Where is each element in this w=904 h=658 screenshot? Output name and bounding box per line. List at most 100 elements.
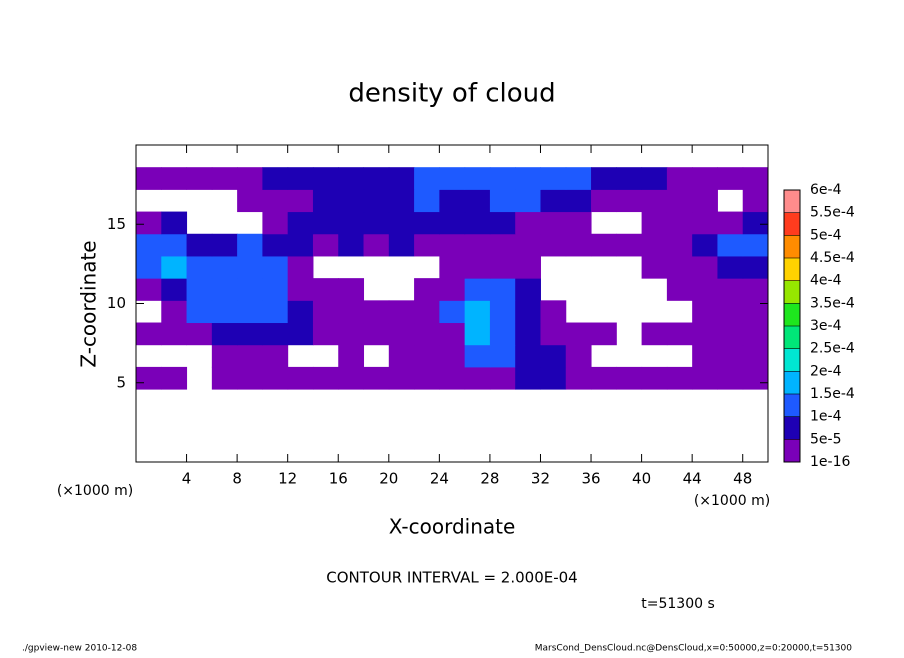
contour-cell bbox=[717, 233, 744, 257]
contour-cell bbox=[515, 167, 541, 190]
contour-cell bbox=[717, 211, 744, 235]
contour-cell bbox=[262, 189, 289, 213]
colorbar-segment bbox=[784, 371, 800, 394]
contour-cell bbox=[186, 167, 213, 190]
contour-cell bbox=[692, 344, 718, 368]
contour-cell bbox=[136, 211, 162, 235]
contour-cell bbox=[287, 366, 314, 390]
contour-cell bbox=[692, 322, 718, 346]
contour-cell bbox=[616, 233, 643, 257]
chart-title: density of cloud bbox=[348, 79, 555, 109]
contour-cell bbox=[742, 300, 769, 324]
colorbar-segment bbox=[784, 394, 800, 417]
contour-cell bbox=[565, 366, 592, 390]
contour-cell bbox=[489, 344, 516, 368]
contour-cell bbox=[464, 366, 491, 390]
contour-cell bbox=[439, 278, 466, 301]
contour-cell bbox=[692, 366, 718, 390]
contour-cell bbox=[666, 233, 693, 257]
contour-cell bbox=[136, 366, 162, 390]
contour-cell bbox=[641, 167, 668, 190]
contour-cell bbox=[237, 167, 263, 190]
contour-cell bbox=[515, 344, 541, 368]
contour-cell bbox=[262, 278, 289, 301]
contour-cell bbox=[312, 189, 339, 213]
contour-cell bbox=[439, 233, 466, 257]
contour-cell bbox=[439, 300, 466, 324]
contour-cell bbox=[312, 366, 339, 390]
contour-cell bbox=[211, 322, 238, 346]
contour-cell bbox=[742, 233, 769, 257]
contour-cell bbox=[717, 278, 744, 301]
contour-cell bbox=[136, 278, 162, 301]
contour-cell bbox=[287, 233, 314, 257]
contour-cell bbox=[616, 366, 643, 390]
x-tick-label: 44 bbox=[683, 470, 702, 488]
contour-cell bbox=[515, 300, 541, 324]
contour-cell bbox=[515, 366, 541, 390]
colorbar-label: 5.5e-4 bbox=[810, 205, 855, 221]
contour-cell bbox=[717, 255, 744, 279]
contour-cell bbox=[388, 366, 415, 390]
contour-cell bbox=[591, 322, 617, 346]
contour-cell bbox=[211, 278, 238, 301]
contour-cell bbox=[717, 366, 744, 390]
contour-cell bbox=[237, 366, 263, 390]
contour-cell bbox=[338, 278, 365, 301]
contour-cell bbox=[161, 366, 188, 390]
contour-cell bbox=[414, 322, 440, 346]
colorbar-label: 1e-4 bbox=[810, 409, 842, 425]
x-unit-right: (×1000 m) bbox=[694, 493, 770, 509]
contour-cell bbox=[136, 255, 162, 279]
contour-cell bbox=[641, 366, 668, 390]
contour-interval: CONTOUR INTERVAL = 2.000E-04 bbox=[326, 569, 577, 587]
contour-cell bbox=[388, 233, 415, 257]
x-tick-label: 20 bbox=[379, 470, 398, 488]
contour-cell bbox=[489, 300, 516, 324]
contour-cell bbox=[161, 255, 188, 279]
contour-cell bbox=[211, 167, 238, 190]
contour-cell bbox=[489, 322, 516, 346]
contour-cell bbox=[338, 233, 365, 257]
contour-cell bbox=[591, 189, 617, 213]
contour-cell bbox=[439, 167, 466, 190]
contour-cell bbox=[692, 211, 718, 235]
contour-cell bbox=[363, 211, 390, 235]
contour-cell bbox=[464, 322, 491, 346]
contour-cell bbox=[211, 233, 238, 257]
contour-cell bbox=[591, 167, 617, 190]
contour-cell bbox=[388, 211, 415, 235]
contour-cell bbox=[540, 167, 567, 190]
contour-cell bbox=[439, 322, 466, 346]
contour-cell bbox=[312, 211, 339, 235]
colorbar-segment bbox=[784, 439, 800, 462]
contour-cell bbox=[262, 167, 289, 190]
x-axis-label: X-coordinate bbox=[389, 515, 516, 539]
x-tick-label: 36 bbox=[581, 470, 600, 488]
contour-cell bbox=[414, 211, 440, 235]
contour-cell bbox=[464, 300, 491, 324]
contour-cell bbox=[312, 167, 339, 190]
contour-cell bbox=[742, 167, 769, 190]
contour-cell bbox=[338, 211, 365, 235]
y-axis-label: Z-coordinate bbox=[77, 240, 101, 367]
contour-cell bbox=[262, 300, 289, 324]
contour-cell bbox=[616, 167, 643, 190]
contour-cell bbox=[287, 189, 314, 213]
x-unit-left: (×1000 m) bbox=[57, 483, 133, 499]
x-tick-label: 40 bbox=[632, 470, 651, 488]
contour-cell bbox=[136, 322, 162, 346]
contour-cell bbox=[439, 344, 466, 368]
contour-cell bbox=[666, 189, 693, 213]
contour-cell bbox=[338, 189, 365, 213]
contour-cell bbox=[641, 189, 668, 213]
contour-cell bbox=[666, 167, 693, 190]
contour-cell bbox=[717, 344, 744, 368]
colorbar-segment bbox=[784, 303, 800, 326]
contour-cell bbox=[565, 211, 592, 235]
contour-cell bbox=[262, 344, 289, 368]
contour-cell bbox=[515, 278, 541, 301]
x-tick-label: 16 bbox=[329, 470, 348, 488]
contour-cell bbox=[363, 300, 390, 324]
